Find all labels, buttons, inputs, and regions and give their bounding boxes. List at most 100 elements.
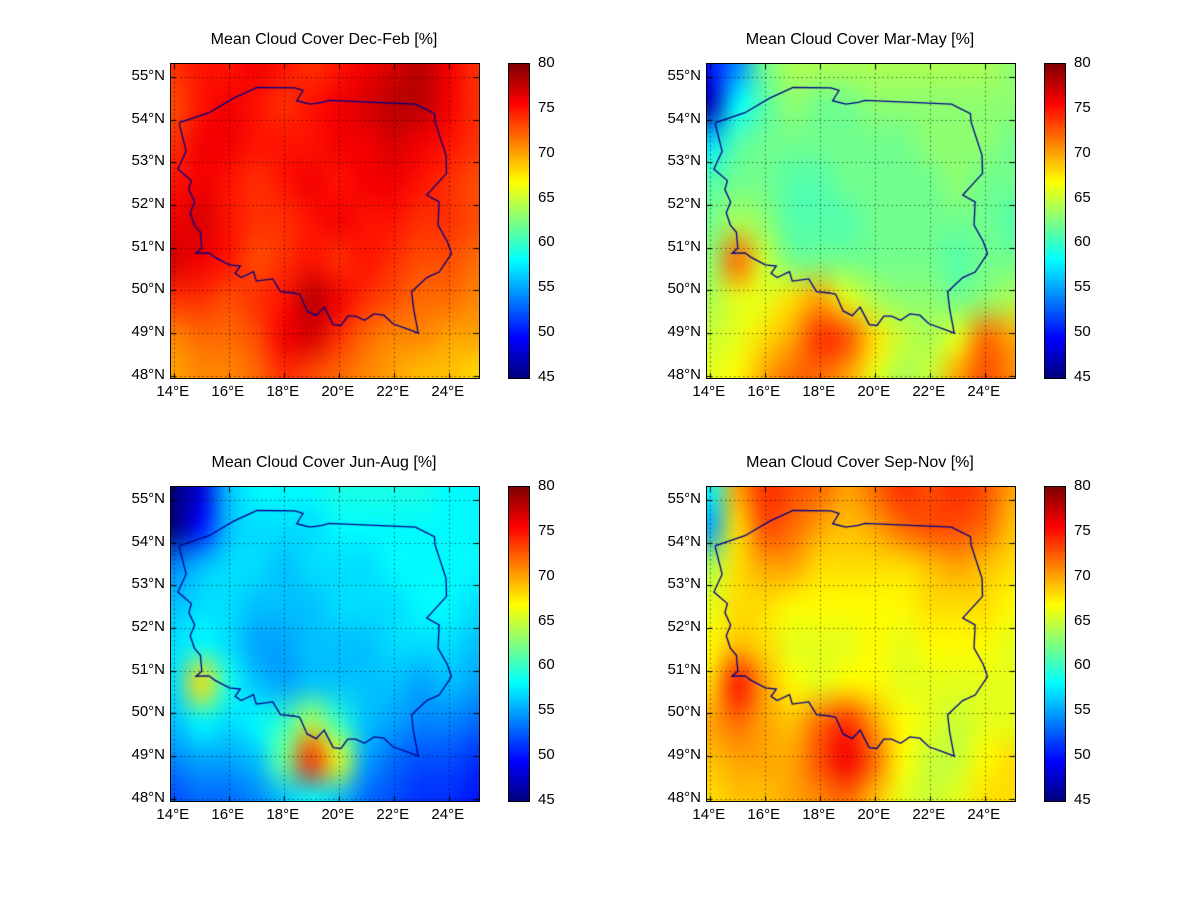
lat-tick-label: 54°N [131, 109, 165, 127]
heatmap-canvas [171, 487, 479, 801]
colorbar-tick-label: 60 [538, 656, 555, 674]
lat-tick-label: 51°N [131, 660, 165, 678]
colorbar-tick-label: 80 [1074, 477, 1091, 494]
lat-tick-label: 53°N [667, 575, 701, 593]
lon-tick-label: 18°E [266, 383, 300, 400]
colorbar-tick-label: 65 [538, 188, 555, 206]
colorbar-canvas [1045, 487, 1065, 801]
lon-tick-label: 20°E [321, 806, 355, 823]
lat-tick-label: 50°N [667, 280, 701, 298]
colorbar-tick-label: 75 [538, 98, 555, 116]
colorbar-tick-label: 70 [1074, 566, 1091, 584]
lon-tick-label: 16°E [747, 806, 781, 823]
colorbar [1044, 63, 1066, 379]
colorbar-tick-label: 45 [538, 368, 555, 385]
lat-tick-label: 49°N [667, 746, 701, 764]
colorbar-tick-label: 65 [1074, 611, 1091, 629]
lat-tick-label: 52°N [667, 617, 701, 635]
lon-tick-label: 22°E [912, 806, 946, 823]
colorbar-tick-label: 45 [538, 791, 555, 808]
lon-tick-label: 16°E [211, 383, 245, 400]
map-plot-mar-may [706, 63, 1016, 379]
lon-tick-label: 16°E [211, 806, 245, 823]
colorbar-tick-label: 80 [538, 477, 555, 494]
lon-tick-label: 14°E [692, 383, 726, 400]
lat-tick-label: 48°N [667, 365, 701, 383]
lon-tick-label: 14°E [692, 806, 726, 823]
map-plot-sep-nov [706, 486, 1016, 802]
lon-tick-label: 14°E [156, 383, 190, 400]
colorbar [1044, 486, 1066, 802]
lon-tick-label: 18°E [802, 383, 836, 400]
lon-tick-label: 20°E [857, 806, 891, 823]
lat-tick-label: 54°N [131, 532, 165, 550]
lat-tick-label: 50°N [131, 703, 165, 721]
lat-tick-label: 54°N [667, 532, 701, 550]
colorbar-tick-label: 55 [1074, 701, 1091, 719]
plot-title: Mean Cloud Cover Sep-Nov [%] [746, 454, 974, 471]
colorbar-tick-label: 55 [1074, 278, 1091, 296]
panel-jun-aug: Mean Cloud Cover Jun-Aug [%] 55°N 54°N 53°… [105, 446, 580, 858]
lon-tick-label: 20°E [321, 383, 355, 400]
lon-tick-label: 14°E [156, 806, 190, 823]
colorbar-tick-label: 75 [1074, 98, 1091, 116]
lon-tick-label: 22°E [376, 383, 410, 400]
colorbar-tick-label: 75 [1074, 521, 1091, 539]
colorbar-canvas [509, 487, 529, 801]
colorbar-tick-label: 50 [1074, 323, 1091, 341]
lat-tick-label: 52°N [667, 194, 701, 212]
colorbar-tick-label: 65 [1074, 188, 1091, 206]
colorbar-tick-label: 70 [538, 143, 555, 161]
colorbar-tick-label: 45 [1074, 791, 1091, 808]
panel-dec-feb: Mean Cloud Cover Dec-Feb [%] 55°N 54°N 53°… [105, 23, 580, 435]
map-plot-jun-aug [170, 486, 480, 802]
panel-mar-may: Mean Cloud Cover Mar-May [%] 55°N 54°N 53°… [641, 23, 1116, 435]
colorbar-tick-label: 55 [538, 701, 555, 719]
lat-tick-label: 48°N [667, 788, 701, 806]
colorbar-tick-label: 50 [538, 323, 555, 341]
lon-tick-label: 18°E [266, 806, 300, 823]
lon-tick-label: 22°E [376, 806, 410, 823]
lat-tick-label: 53°N [131, 152, 165, 170]
colorbar-tick-label: 60 [1074, 233, 1091, 251]
colorbar [508, 486, 530, 802]
lat-tick-label: 50°N [667, 703, 701, 721]
colorbar-tick-label: 50 [538, 746, 555, 764]
colorbar [508, 63, 530, 379]
colorbar-canvas [509, 64, 529, 378]
lon-tick-label: 24°E [431, 806, 465, 823]
lat-tick-label: 51°N [667, 660, 701, 678]
colorbar-tick-label: 45 [1074, 368, 1091, 385]
colorbar-tick-label: 55 [538, 278, 555, 296]
lat-tick-label: 55°N [131, 66, 165, 84]
map-plot-dec-feb [170, 63, 480, 379]
lon-tick-label: 24°E [967, 383, 1001, 400]
lon-tick-label: 24°E [967, 806, 1001, 823]
lat-tick-label: 48°N [131, 365, 165, 383]
lat-tick-label: 55°N [667, 66, 701, 84]
lat-tick-label: 48°N [131, 788, 165, 806]
lat-tick-label: 50°N [131, 280, 165, 298]
lon-tick-label: 22°E [912, 383, 946, 400]
lat-tick-label: 49°N [131, 323, 165, 341]
lon-tick-label: 18°E [802, 806, 836, 823]
lon-tick-label: 24°E [431, 383, 465, 400]
colorbar-tick-label: 80 [1074, 54, 1091, 71]
lat-tick-label: 55°N [667, 489, 701, 507]
colorbar-tick-label: 60 [538, 233, 555, 251]
lat-tick-label: 51°N [667, 237, 701, 255]
lon-tick-label: 16°E [747, 383, 781, 400]
heatmap-canvas [707, 487, 1015, 801]
plot-title: Mean Cloud Cover Dec-Feb [%] [210, 31, 438, 48]
colorbar-tick-label: 75 [538, 521, 555, 539]
colorbar-tick-label: 60 [1074, 656, 1091, 674]
lat-tick-label: 51°N [131, 237, 165, 255]
heatmap-canvas [707, 64, 1015, 378]
colorbar-tick-label: 70 [538, 566, 555, 584]
lat-tick-label: 52°N [131, 617, 165, 635]
heatmap-canvas [171, 64, 479, 378]
lat-tick-label: 49°N [131, 746, 165, 764]
colorbar-canvas [1045, 64, 1065, 378]
lat-tick-label: 54°N [667, 109, 701, 127]
